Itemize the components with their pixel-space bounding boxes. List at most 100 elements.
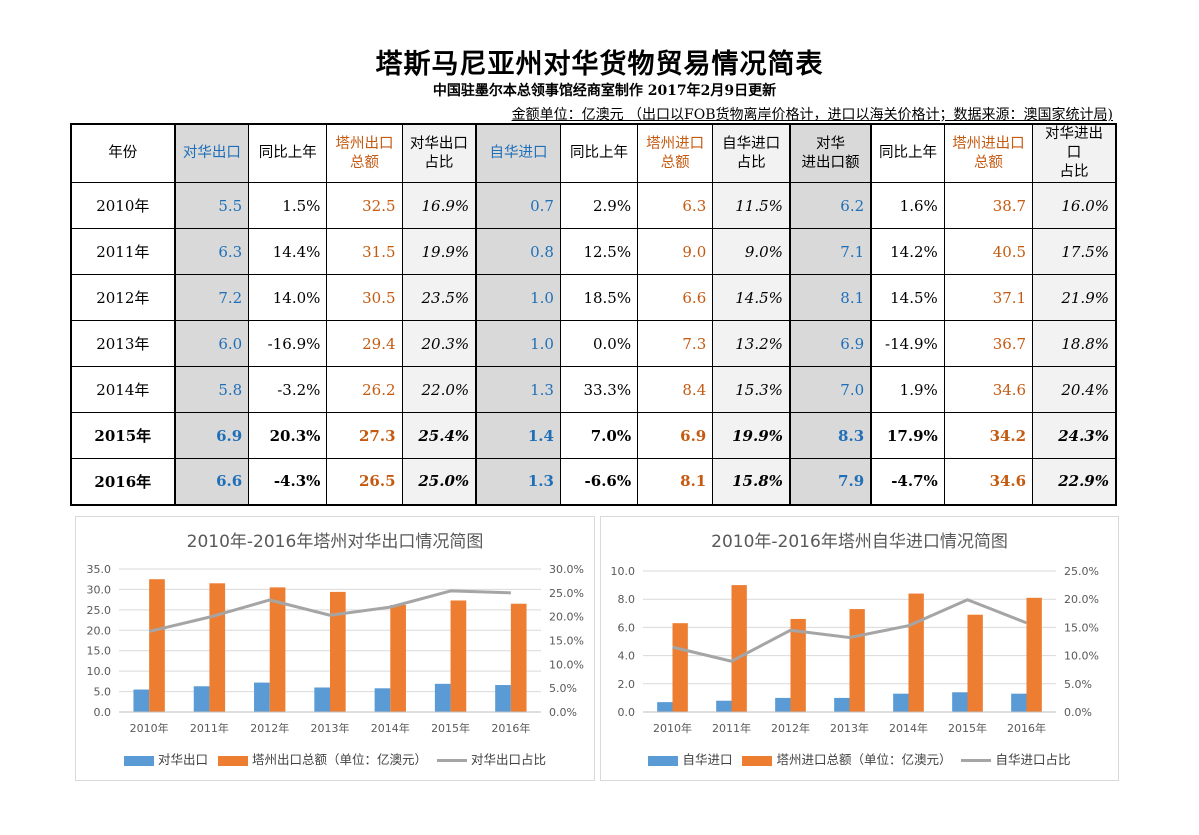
cell-yoy: 14.2% (870, 228, 945, 275)
y-tick-label: 0.0 (618, 706, 636, 719)
legend-swatch-line (961, 759, 992, 762)
cell-yoy: -3.2% (248, 366, 328, 413)
cell-yoy: 14.0% (248, 274, 328, 321)
cell-import-share: 11.5% (712, 182, 791, 229)
cell-total-export: 29.4 (326, 320, 403, 367)
bar-import-from-china (952, 692, 968, 712)
table-row: 2016年 6.6 -4.3% 26.5 25.0% 1.3 -6.6% 8.1 15.8% 7.… (70, 458, 1117, 505)
header-line2: 总额 (973, 154, 1003, 171)
cell-trade-share: 16.0% (1032, 182, 1117, 229)
cell-import-share: 9.0% (712, 228, 791, 275)
cell-total-trade: 34.6 (943, 366, 1034, 413)
legend-swatch-orange (217, 755, 248, 766)
bar-import-from-china (657, 702, 673, 712)
legend-label: 塔州进口总额（单位：亿澳元） (776, 752, 952, 767)
bar-export-to-china (193, 686, 210, 712)
cell-export-share: 19.9% (401, 228, 477, 275)
legend-swatch-orange (742, 755, 773, 766)
y-tick-label: 10.0 (87, 665, 112, 678)
cell-yoy: 14.4% (248, 228, 328, 275)
legend-item-export-share: 对华出口占比 (436, 749, 546, 768)
x-tick-label: 2010年 (653, 721, 692, 735)
header-line2: 进出口额 (801, 154, 860, 171)
y-tick-label: 4.0 (618, 650, 636, 663)
bar-total-import (790, 618, 806, 712)
cell-total-trade: 38.7 (943, 182, 1034, 229)
header-total-trade: 塔州进出口 总额 (943, 123, 1034, 183)
y-tick-label: 8.0 (618, 593, 636, 606)
legend-label: 塔州出口总额（单位：亿澳元） (251, 752, 427, 767)
cell-total-import: 6.6 (637, 274, 714, 321)
bar-total-export (330, 591, 346, 712)
y-tick-label: 15.0 (87, 645, 112, 658)
import-chart: 2010年-2016年塔州自华进口情况简图 0.0 2.0 4.0 6.0 8.0 10.… (600, 516, 1119, 781)
header-total-export: 塔州出口 总额 (326, 123, 403, 183)
cell-export-to-china: 6.0 (173, 320, 250, 367)
header-line1: 自华进口 (489, 145, 548, 161)
y-tick-label: 30.0 (87, 583, 112, 596)
y2-tick-label: 0.0% (1064, 706, 1092, 719)
y2-tick-label: 20.0% (549, 611, 584, 624)
y2-tick-label: 15.0% (549, 635, 584, 648)
bar-total-export (510, 603, 527, 712)
header-line1: 对华 (816, 135, 846, 152)
cell-total-trade: 37.1 (943, 274, 1034, 321)
cell-export-to-china: 5.5 (173, 182, 250, 229)
y-tick-label: 10.0 (611, 565, 636, 578)
cell-yoy: 1.5% (248, 182, 328, 229)
cell-import-from-china: 1.0 (475, 274, 561, 321)
header-line1: 同比上年 (570, 145, 629, 161)
legend-item-total-import: 塔州进口总额（单位：亿澳元） (742, 749, 952, 768)
cell-yoy: 33.3% (559, 366, 639, 413)
y-tick-label: 20.0 (87, 624, 112, 637)
cell-import-from-china: 1.3 (475, 458, 561, 505)
cell-year: 2010年 (70, 182, 176, 229)
header-line1: 同比上年 (258, 145, 317, 161)
bar-total-import (967, 614, 983, 712)
legend-label: 自华进口占比 (995, 752, 1071, 767)
cell-total-export: 31.5 (326, 228, 403, 275)
header-line1: 塔州进口 (646, 135, 705, 152)
legend-item-import-from-china: 自华进口 (648, 749, 733, 768)
cell-total-import: 8.1 (637, 458, 714, 505)
header-yoy: 同比上年 (870, 123, 945, 183)
header-line2: 占比 (424, 154, 454, 171)
cell-yoy: 12.5% (559, 228, 639, 275)
cell-yoy: -16.9% (248, 320, 328, 367)
cell-yoy: 14.5% (870, 274, 945, 321)
cell-export-to-china: 6.9 (173, 412, 250, 459)
cell-yoy: 7.0% (559, 412, 639, 459)
header-line1: 塔州出口 (335, 135, 394, 152)
x-tick-label: 2014年 (371, 721, 410, 735)
header-total-trade-with-china: 对华 进出口额 (788, 123, 873, 183)
x-tick-label: 2015年 (431, 721, 470, 735)
bar-export-to-china (133, 689, 150, 712)
cell-yoy: 2.9% (559, 182, 639, 229)
cell-yoy: -4.7% (870, 458, 945, 505)
y2-tick-label: 5.0% (1064, 678, 1092, 691)
cell-import-share: 15.8% (712, 458, 791, 505)
export-chart-title: 2010年-2016年塔州对华出口情况简图 (186, 532, 484, 552)
x-tick-label: 2013年 (830, 721, 869, 735)
header-line1: 同比上年 (878, 145, 937, 161)
table-row: 2014年 5.8 -3.2% 26.2 22.0% 1.3 33.3% 8.4 15.3% 7.… (70, 366, 1117, 413)
legend-item-total-export: 塔州出口总额（单位：亿澳元） (217, 749, 427, 768)
cell-total-export: 27.3 (326, 412, 403, 459)
cell-import-share: 13.2% (712, 320, 791, 367)
cell-total-trade: 34.6 (943, 458, 1034, 505)
table-row: 2012年 7.2 14.0% 30.5 23.5% 1.0 18.5% 6.6 14.5% 8.… (70, 274, 1117, 321)
header-line2: 占比 (1059, 164, 1089, 180)
cell-import-from-china: 1.4 (475, 412, 561, 459)
bar-import-from-china (834, 697, 850, 712)
bar-total-import (1026, 597, 1042, 712)
x-tick-label: 2015年 (948, 721, 987, 735)
header-total-import: 塔州进口 总额 (637, 123, 714, 183)
cell-import-share: 14.5% (712, 274, 791, 321)
cell-export-to-china: 6.6 (173, 458, 250, 505)
y-tick-label: 25.0 (87, 604, 112, 617)
cell-year: 2011年 (70, 228, 176, 275)
cell-total-import: 8.4 (637, 366, 714, 413)
header-line2: 总额 (349, 154, 379, 171)
page-subtitle: 中国驻墨尔本总领事馆经商室制作 2017年2月9日更新 (432, 83, 777, 99)
unit-note: 金额单位：亿澳元 （出口以FOB货物离岸价格计，进口以海关价格计；数据来源：澳国… (511, 107, 1113, 123)
